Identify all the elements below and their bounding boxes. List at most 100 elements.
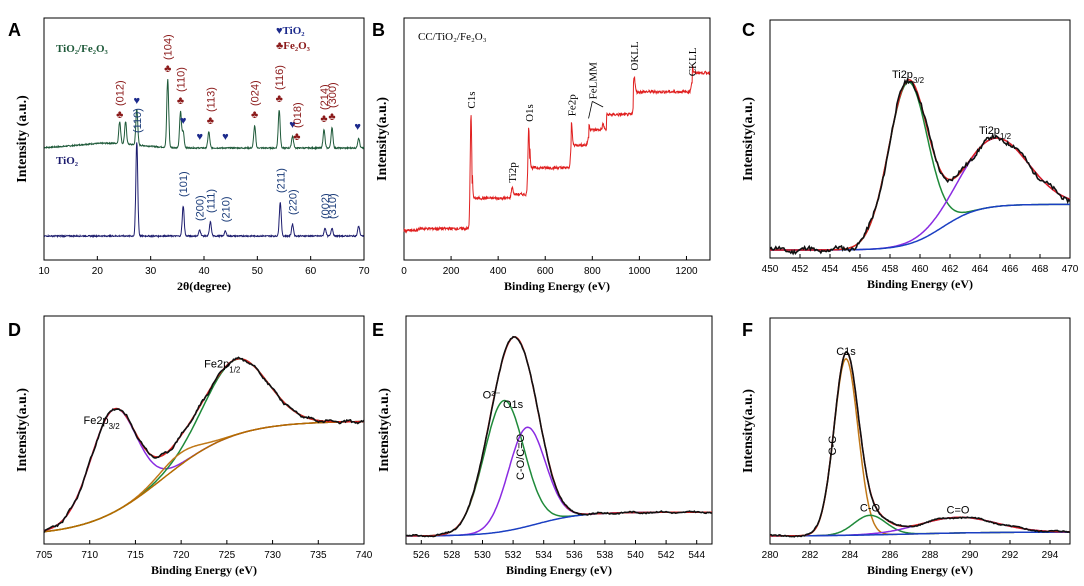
x-tick-label: 280 [762, 550, 779, 561]
y-axis-label: Intensity(a.u.) [377, 388, 392, 472]
fit-line-ti2p3-2 [770, 81, 1070, 251]
tio2-marker: ♥ [196, 131, 203, 143]
peak-label: (210) [220, 197, 232, 223]
fe2o3-marker: ♣ [328, 111, 335, 123]
panel-letter: F [742, 320, 753, 340]
x-tick-label: 10 [38, 266, 50, 277]
panel-E: 526 528 530 532 534 536 538 540 542 544 Binding En… [372, 315, 713, 577]
x-axis-label: 2θ(degree) [177, 279, 231, 293]
peak-label: (116) [274, 65, 286, 90]
peak-label: (002) [320, 193, 332, 219]
x-axis-label: Binding Energy (eV) [867, 563, 973, 577]
legend-entry: ♣Fe₂O₃ [276, 40, 311, 52]
fit-line-raw [769, 350, 1071, 538]
fit-line-c-o-c-o [406, 426, 712, 537]
fit-line-o2- [406, 399, 712, 537]
fit-line-background [770, 203, 1070, 251]
fit-line-background [43, 420, 364, 533]
fit-line-satellite [43, 420, 364, 533]
x-tick-label: 460 [912, 264, 929, 275]
x-tick-label: 456 [852, 264, 869, 275]
x-tick-label: 540 [627, 550, 644, 561]
x-tick-label: 284 [842, 550, 859, 561]
fit-line-fe2p1-2 [43, 358, 364, 533]
fe2o3-marker: ♣ [116, 109, 123, 121]
plot-frame [405, 315, 713, 545]
peak-label: OKLL [629, 41, 641, 71]
x-axis-label: Binding Energy (eV) [151, 563, 257, 577]
fit-line-envelope [406, 336, 712, 537]
plot-frame [769, 317, 1071, 545]
x-tick-label: 400 [490, 266, 507, 277]
x-tick-label: 464 [972, 264, 989, 275]
fit-line-fe2p3-2 [43, 407, 364, 532]
annotation-arrow [588, 101, 593, 119]
x-tick-label: 40 [198, 266, 210, 277]
fe2o3-marker: ♣ [251, 109, 258, 121]
peak-label: (024) [250, 80, 262, 106]
x-tick-label: 1200 [675, 266, 698, 277]
x-tick-label: 200 [443, 266, 460, 277]
tio2-marker: ♥ [354, 121, 361, 133]
x-tick-label: 735 [310, 550, 327, 561]
y-axis-label: Intensity(a.u.) [375, 97, 390, 181]
x-tick-label: 600 [537, 266, 554, 277]
y-axis-label: Intensity (a.u.) [15, 95, 30, 183]
x-tick-label: 450 [762, 264, 779, 275]
panel-letter: A [8, 20, 21, 40]
peak-label: C1s [836, 346, 856, 358]
peak-label: Ti2p [507, 162, 519, 183]
x-tick-label: 800 [584, 266, 601, 277]
panel-letter: D [8, 320, 21, 340]
x-tick-label: 50 [252, 266, 264, 277]
x-tick-label: 544 [688, 550, 705, 561]
panel-letter: B [372, 20, 385, 40]
annotation-arrow [592, 101, 604, 108]
x-tick-label: 730 [264, 550, 281, 561]
x-tick-label: 470 [1062, 264, 1079, 275]
plot-frame [403, 17, 711, 261]
panel-C: 450 452 454 456 458 460 462 464 466 468 470 Binding… [741, 19, 1079, 291]
peak-label: (214) [319, 84, 331, 110]
x-tick-label: 466 [1002, 264, 1019, 275]
y-axis-label: Intensity(a.u.) [741, 389, 756, 473]
panel-F: 280 282 284 286 288 290 292 294 Binding Energy (… [741, 317, 1071, 577]
fe2o3-marker: ♣ [320, 113, 327, 125]
fit-line-raw [405, 335, 713, 538]
panel-letter: C [742, 20, 755, 40]
peak-label: C1s [466, 91, 478, 108]
fit-line-raw [769, 77, 1071, 256]
legend-entry: ♥TiO₂ [276, 25, 305, 37]
peak-label: (110) [176, 67, 188, 92]
peak-label: (310) [327, 193, 339, 219]
fit-line-c-c [770, 357, 1070, 537]
x-tick-label: 542 [658, 550, 675, 561]
x-tick-label: 715 [127, 550, 144, 561]
x-tick-label: 468 [1032, 264, 1049, 275]
x-tick-label: 462 [942, 264, 959, 275]
peak-label: (012) [115, 80, 127, 106]
x-tick-label: 720 [173, 550, 190, 561]
x-tick-label: 526 [413, 550, 430, 561]
fit-line-ti2p1-2 [770, 137, 1071, 251]
x-tick-label: 538 [597, 550, 614, 561]
fit-line-envelope [43, 358, 364, 532]
peak-label: (220) [288, 189, 300, 215]
x-tick-label: 452 [792, 264, 809, 275]
x-tick-label: 530 [474, 550, 491, 561]
peak-label: (110) [132, 108, 144, 133]
x-tick-label: 294 [1042, 550, 1059, 561]
fit-line-envelope [770, 351, 1070, 537]
y-axis-label: Intensity(a.u.) [741, 97, 756, 181]
plot-frame [769, 19, 1071, 259]
peak-label: O1s [524, 104, 536, 122]
y-axis-label: Intensity(a.u.) [15, 388, 30, 472]
fe2o3-marker: ♣ [177, 95, 184, 107]
x-tick-label: 740 [356, 550, 373, 561]
x-tick-label: 30 [145, 266, 157, 277]
x-tick-label: 454 [822, 264, 839, 275]
peak-label: FeLMM [587, 62, 599, 100]
panel-D: 705 710 715 720 725 730 735 740 Binding Energy (… [8, 315, 373, 577]
component-label: C=O [947, 504, 970, 516]
